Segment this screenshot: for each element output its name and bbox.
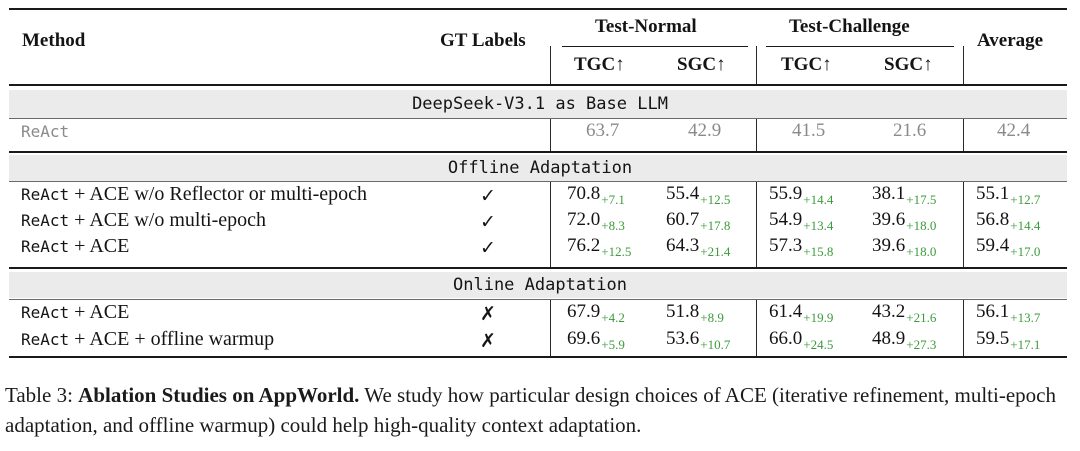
offline-row-2-tc-sgc: 39.6+18.0 <box>872 209 937 233</box>
section-band-online <box>9 272 1067 298</box>
col-separator-2 <box>756 182 757 267</box>
header-test-normal: Test-Normal <box>595 16 697 37</box>
header-tn-sgc: SGC↑ <box>677 54 726 75</box>
online-row-2-cross-icon: ✗ <box>480 330 496 352</box>
caption-label: Table 3: <box>5 383 79 407</box>
offline-row-3-avg: 59.4+17.0 <box>976 235 1041 259</box>
cmidrule-test-challenge <box>766 46 954 47</box>
col-separator-2 <box>756 119 757 151</box>
online-row-2-tc-tgc: 66.0+24.5 <box>769 328 834 352</box>
header-tn-tgc: TGC↑ <box>574 54 625 75</box>
col-separator-2 <box>756 300 757 356</box>
section-rule-offline <box>9 181 1067 182</box>
offline-row-1-tn-sgc: 55.4+12.5 <box>666 183 731 207</box>
online-row-1-tc-tgc: 61.4+19.9 <box>769 301 834 325</box>
col-separator-3 <box>963 119 964 151</box>
online-row-1-cross-icon: ✗ <box>480 303 496 325</box>
caption-title: Ablation Studies on AppWorld. <box>78 383 360 407</box>
offline-row-2-tc-tgc: 54.9+13.4 <box>769 209 834 233</box>
react-tc-tgc: 41.5 <box>792 120 826 141</box>
offline-row-3-tn-tgc: 76.2+12.5 <box>567 235 632 259</box>
rule-after-offline <box>9 267 1067 269</box>
offline-row-3-method: ReAct + ACE <box>21 235 130 257</box>
section-rule-base <box>9 118 1067 119</box>
offline-row-1-tn-tgc: 70.8+7.1 <box>567 183 625 207</box>
col-separator-3 <box>963 182 964 267</box>
offline-row-1-avg: 55.1+12.7 <box>976 183 1041 207</box>
offline-row-2-tn-tgc: 72.0+8.3 <box>567 209 625 233</box>
offline-row-1-checkmark-icon: ✓ <box>480 185 496 207</box>
col-separator-1 <box>550 300 551 356</box>
section-band-base <box>9 90 1067 118</box>
offline-row-3-tc-sgc: 39.6+18.0 <box>872 235 937 259</box>
rule-after-baseline <box>9 151 1067 153</box>
header-rule <box>9 84 1067 86</box>
header-test-challenge: Test-Challenge <box>789 16 910 37</box>
react-avg: 42.4 <box>997 120 1031 141</box>
online-row-2-tc-sgc: 48.9+27.3 <box>872 328 937 352</box>
section-title-offline: Offline Adaptation <box>447 158 633 178</box>
offline-row-2-avg: 56.8+14.4 <box>976 209 1041 233</box>
section-rule-online <box>9 299 1067 300</box>
react-tn-tgc: 63.7 <box>586 120 620 141</box>
react-tc-sgc: 21.6 <box>893 120 927 141</box>
col-separator-1 <box>550 182 551 267</box>
online-row-2-avg: 59.5+17.1 <box>976 328 1041 352</box>
col-separator-2 <box>756 46 757 84</box>
cmidrule-test-normal <box>562 46 748 47</box>
header-tc-sgc: SGC↑ <box>884 54 933 75</box>
header-average: Average <box>977 30 1044 51</box>
caption-text: We study how particular design choices o… <box>5 383 1056 437</box>
online-row-1-tn-sgc: 51.8+8.9 <box>666 301 724 325</box>
offline-row-1-method: ReAct + ACE w/o Reflector or multi-epoch <box>21 183 368 205</box>
offline-row-1-tc-tgc: 55.9+14.4 <box>769 183 834 207</box>
offline-row-3-checkmark-icon: ✓ <box>480 237 496 259</box>
online-row-1-tn-tgc: 67.9+4.2 <box>567 301 625 325</box>
header-gt-labels: GT Labels <box>440 30 526 51</box>
table-caption: Table 3: Ablation Studies on AppWorld. W… <box>5 380 1075 440</box>
section-title-online: Online Adaptation <box>453 275 627 295</box>
section-band-offline <box>9 155 1067 181</box>
online-row-1-tc-sgc: 43.2+21.6 <box>872 301 937 325</box>
react-baseline-method: ReAct <box>21 122 70 141</box>
header-tc-tgc: TGC↑ <box>781 54 832 75</box>
online-row-1-method: ReAct + ACE <box>21 301 130 323</box>
offline-row-1-tc-sgc: 38.1+17.5 <box>872 183 937 207</box>
offline-row-3-tn-sgc: 64.3+21.4 <box>666 235 731 259</box>
top-rule <box>9 8 1067 10</box>
react-tn-sgc: 42.9 <box>688 120 722 141</box>
online-row-1-avg: 56.1+13.7 <box>976 301 1041 325</box>
section-title-base: DeepSeek-V3.1 as Base LLM <box>412 94 668 114</box>
col-separator-3 <box>963 46 964 84</box>
online-row-2-tn-tgc: 69.6+5.9 <box>567 328 625 352</box>
offline-row-2-checkmark-icon: ✓ <box>480 211 496 233</box>
col-separator-1 <box>550 119 551 151</box>
bottom-rule <box>9 356 1067 358</box>
offline-row-2-tn-sgc: 60.7+17.8 <box>666 209 731 233</box>
offline-row-2-method: ReAct + ACE w/o multi-epoch <box>21 209 266 231</box>
col-separator-1 <box>550 46 551 84</box>
online-row-2-method: ReAct + ACE + offline warmup <box>21 328 275 350</box>
col-separator-3 <box>963 300 964 356</box>
header-method: Method <box>22 30 86 51</box>
online-row-2-tn-sgc: 53.6+10.7 <box>666 328 731 352</box>
offline-row-3-tc-tgc: 57.3+15.8 <box>769 235 834 259</box>
